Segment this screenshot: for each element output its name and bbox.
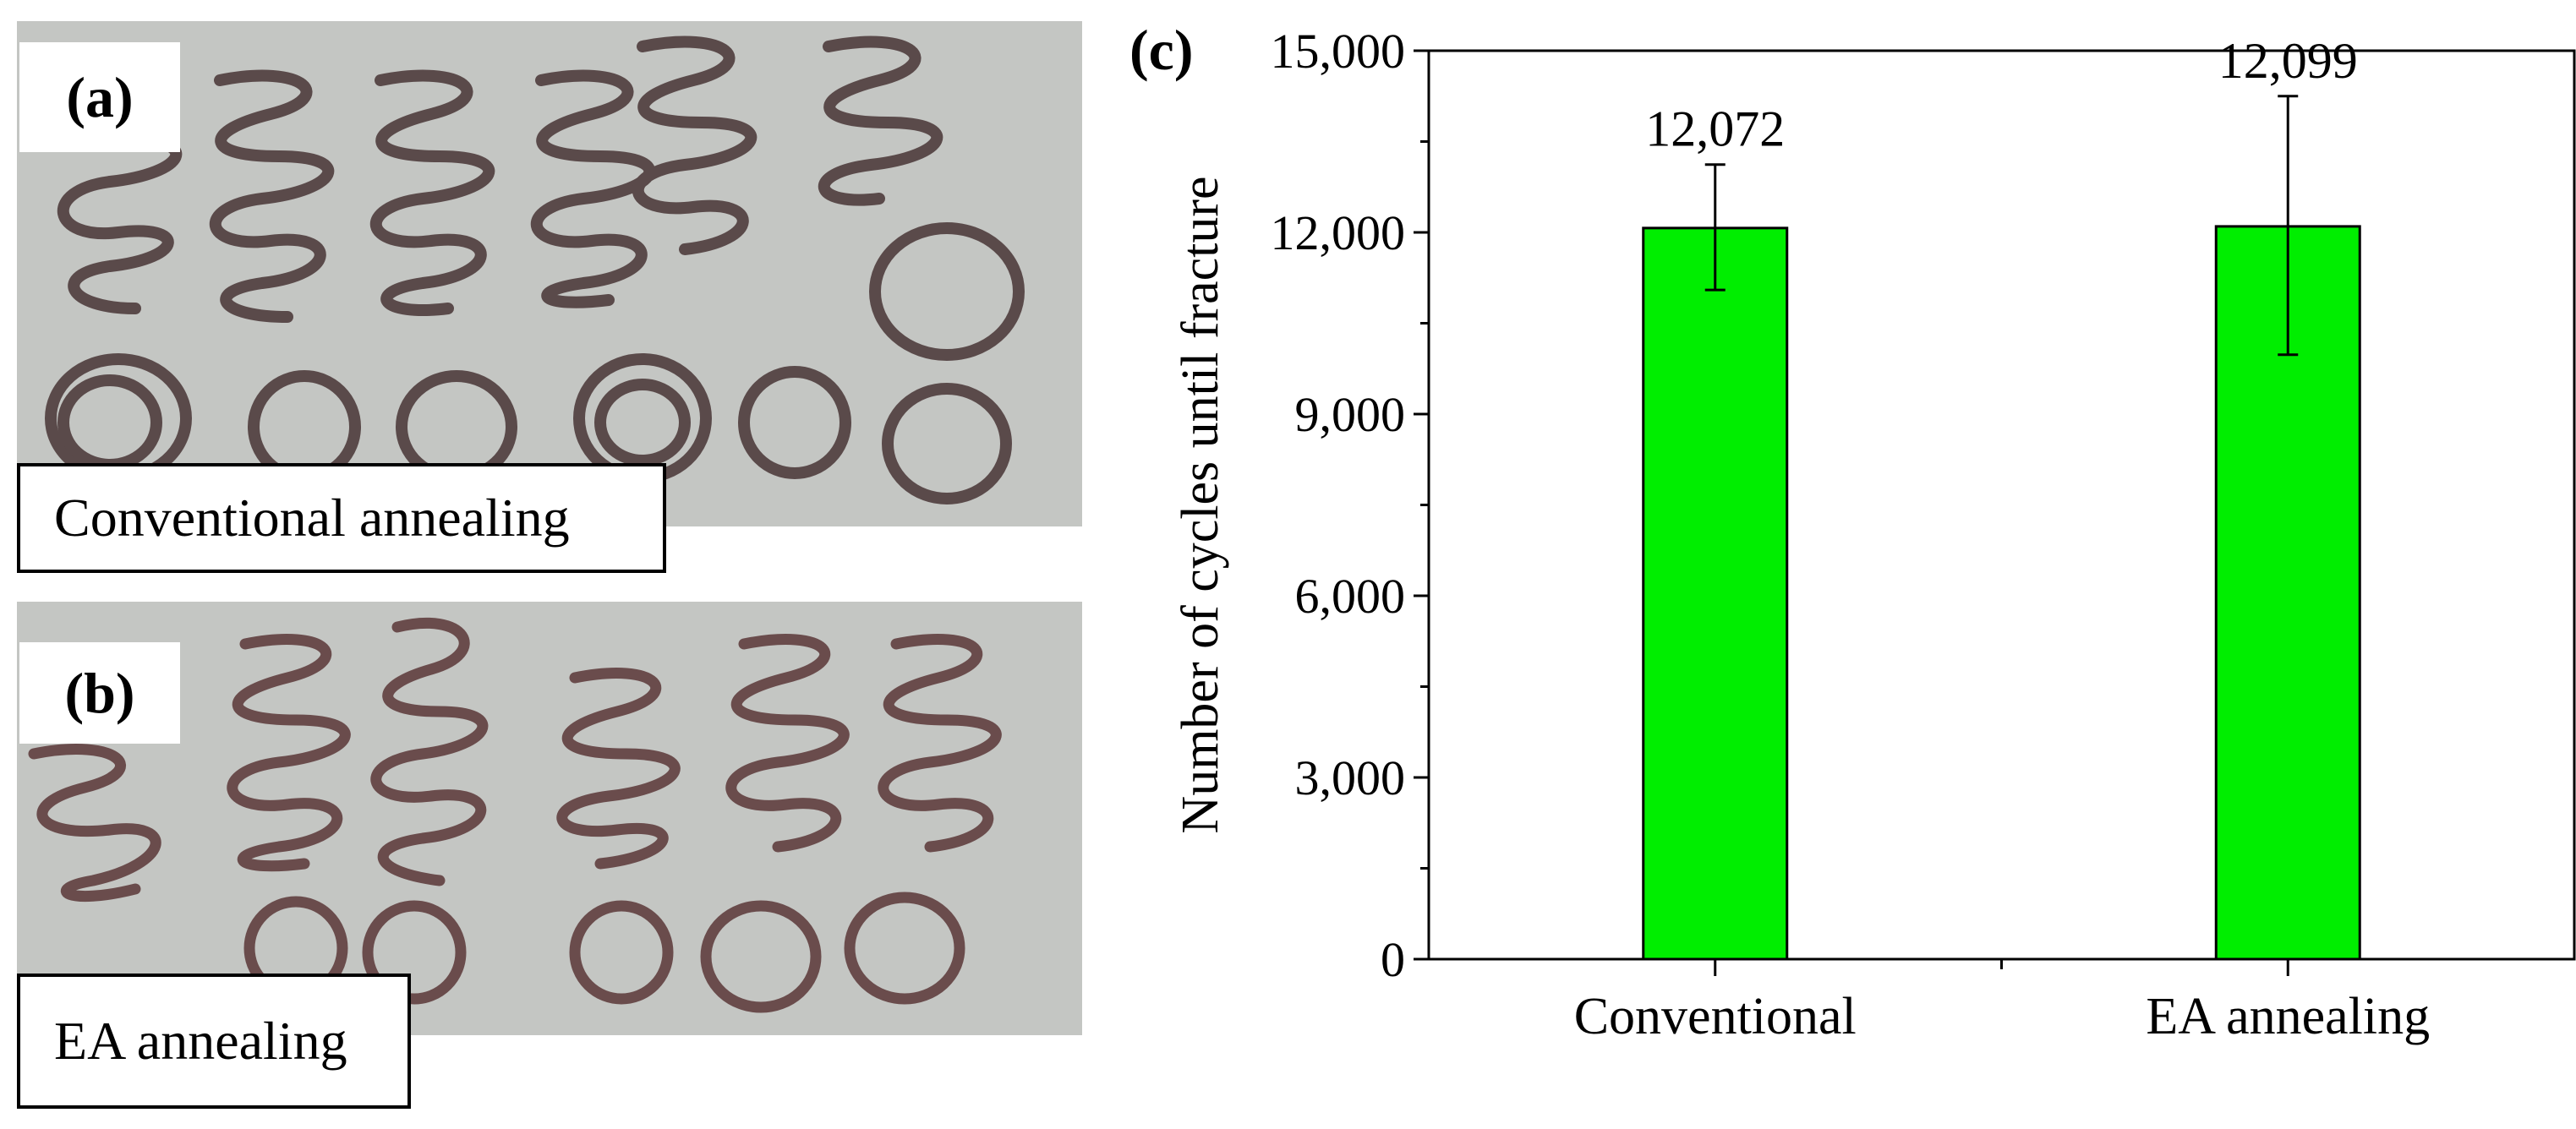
panel-label-b: (b)	[19, 642, 180, 744]
y-tick-label: 15,000	[1271, 24, 1406, 79]
y-tick-label: 9,000	[1295, 387, 1406, 442]
photo-conventional-annealing-springs	[17, 21, 1082, 526]
panel-label-a: (a)	[19, 42, 180, 152]
y-tick-label: 0	[1381, 932, 1405, 987]
y-tick-label: 6,000	[1295, 569, 1406, 624]
plot-border	[1427, 49, 2576, 961]
y-axis-ticks: 0 3,000 6,000 9,000 12,000 15,000	[1271, 24, 1429, 987]
x-axis-ticks: Conventional EA annealing	[1574, 959, 2430, 1045]
y-axis-title: Number of cycles until fracture	[1172, 176, 1229, 833]
y-tick-label: 12,000	[1271, 205, 1406, 260]
caption-conventional-annealing: Conventional annealing	[17, 463, 666, 573]
bar-value-label: 12,099	[2218, 33, 2358, 89]
y-tick-label: 3,000	[1295, 750, 1406, 805]
bars: 12,072 12,099	[1642, 33, 2361, 961]
caption-ea-annealing: EA annealing	[17, 974, 411, 1109]
plot-frame	[1427, 49, 2576, 961]
bar-value-label: 12,072	[1645, 101, 1785, 157]
x-tick-label: EA annealing	[2146, 988, 2430, 1045]
fatigue-bar-chart: (c) Number of cycles until fracture 0 3,0…	[1099, 0, 2576, 1125]
chart-canvas: (c) Number of cycles until fracture 0 3,0…	[1129, 18, 2576, 1045]
photo-ea-annealing-springs	[17, 602, 1082, 1035]
bar	[1642, 226, 1789, 961]
panel-label-c: (c)	[1129, 18, 1193, 82]
x-tick-label: Conventional	[1574, 988, 1857, 1045]
